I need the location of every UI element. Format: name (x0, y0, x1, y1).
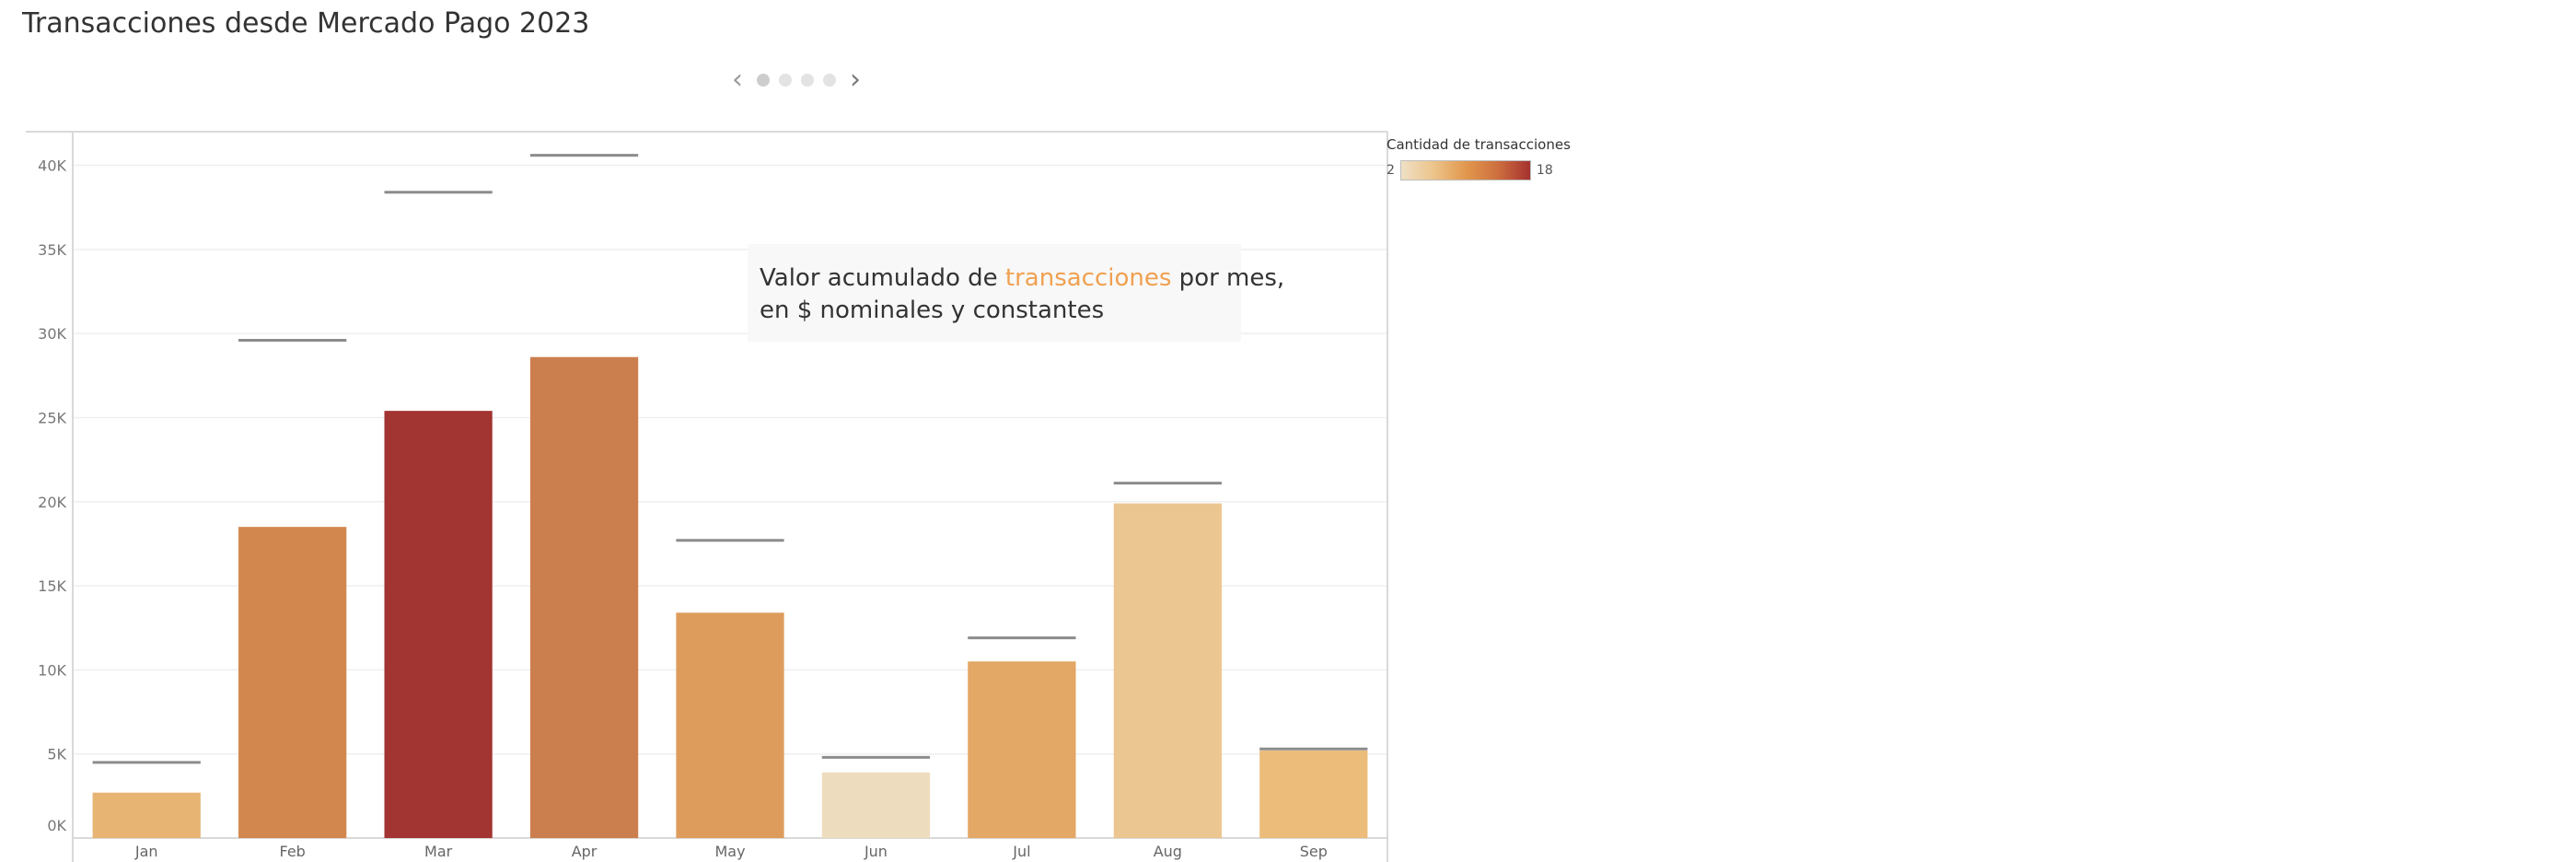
bars (92, 356, 1368, 838)
bar-jan[interactable] (92, 792, 201, 838)
y-tick-labels: 0K 5K 10K 15K 20K 25K 30K 35K 40K (38, 157, 66, 834)
y-tick-label: 25K (38, 409, 66, 426)
x-tick-label-jan: Jan (134, 843, 158, 860)
page-dot-1[interactable] (757, 74, 770, 87)
y-tick-label: 30K (38, 325, 66, 343)
bar-jun[interactable] (821, 772, 931, 838)
page-dot-3[interactable] (801, 74, 814, 87)
x-tick-label-feb: Feb (280, 843, 306, 860)
annotation-prefix: Valor acumulado de (760, 264, 1005, 292)
bar-chart: 0K 5K 10K 15K 20K 25K 30K 35K 40K Jan Feb Mar Apr Ma… (26, 131, 1388, 862)
color-legend: Cantidad de transacciones 2 18 (1387, 136, 1571, 181)
annotation-box (748, 244, 1241, 342)
y-tick-label: 15K (38, 577, 66, 595)
bar-may[interactable] (676, 612, 784, 838)
annotation-highlight: transacciones (1005, 264, 1172, 292)
y-tick-label: 5K (47, 746, 66, 763)
page-dot-2[interactable] (779, 74, 792, 87)
reference-lines (92, 154, 1368, 764)
chevron-right-icon[interactable]: › (850, 64, 861, 96)
y-tick-label: 0K (47, 817, 66, 834)
legend-min-label: 2 (1387, 163, 1395, 178)
y-tick-label: 40K (38, 157, 66, 175)
chevron-left-icon[interactable]: ‹ (732, 64, 743, 96)
legend-gradient (1399, 160, 1531, 181)
x-tick-labels: Jan Feb Mar Apr May Jun Jul Aug Sep (134, 843, 1328, 860)
bar-feb[interactable] (238, 527, 347, 838)
y-tick-label: 35K (38, 241, 66, 259)
annotation-suffix: por mes, (1171, 264, 1284, 292)
bar-sep[interactable] (1259, 751, 1368, 838)
bar-mar[interactable] (384, 411, 493, 838)
bar-apr[interactable] (529, 356, 639, 838)
x-tick-label-jul: Jul (1012, 843, 1030, 860)
bar-aug[interactable] (1113, 503, 1222, 838)
bar-jul[interactable] (968, 661, 1076, 838)
annotation-line-2: en $ nominales y constantes (760, 297, 1104, 324)
legend-title: Cantidad de transacciones (1387, 136, 1571, 153)
x-tick-label-mar: Mar (424, 843, 453, 860)
legend-max-label: 18 (1536, 163, 1553, 178)
x-tick-label-aug: Aug (1154, 843, 1182, 860)
annotation-line-1: Valor acumulado de transacciones por mes… (760, 264, 1284, 292)
x-tick-label-apr: Apr (572, 843, 598, 860)
pagination: ‹ › (727, 64, 865, 96)
x-tick-label-sep: Sep (1300, 843, 1328, 860)
y-tick-label: 20K (38, 494, 66, 511)
page-dot-4[interactable] (823, 74, 836, 87)
y-tick-label: 10K (38, 661, 66, 679)
x-tick-label-jun: Jun (864, 843, 888, 860)
x-tick-label-may: May (714, 843, 745, 860)
page-title: Transacciones desde Mercado Pago 2023 (22, 7, 590, 40)
